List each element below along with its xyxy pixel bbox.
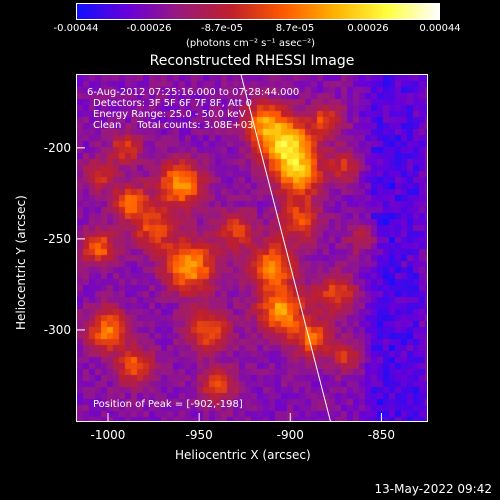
plot-area: 6-Aug-2012 07:25:16.000 to 07:28:44.000 … [76, 74, 428, 422]
colorbar-tick-label: 0.00044 [419, 23, 461, 34]
colorbar-tick-label: -8.7e-05 [201, 23, 243, 34]
solar-limb-line [240, 75, 331, 421]
chart-title: Reconstructed RHESSI Image [149, 53, 355, 69]
y-tick-label: -250 [44, 232, 71, 246]
colorbar-tick-label: 8.7e-05 [275, 23, 315, 34]
y-tick-label: -200 [44, 141, 71, 155]
annotation-time-range: 6-Aug-2012 07:25:16.000 to 07:28:44.000 [87, 87, 300, 98]
colorbar-unit-label: (photons cm⁻² s⁻¹ asec⁻²) [186, 38, 316, 49]
x-tick-label: -850 [368, 428, 395, 442]
colorbar-tick-label: 0.00026 [347, 23, 389, 34]
annotation-energy-range: Energy Range: 25.0 - 50.0 keV [93, 109, 246, 120]
colorbar-tick-label: -0.00026 [126, 23, 172, 34]
heatmap-image [77, 75, 427, 421]
footer-timestamp: 13-May-2022 09:42 [374, 482, 492, 496]
x-tick-label: -1000 [91, 428, 126, 442]
y-tick-label: -300 [44, 323, 71, 337]
x-axis-title: Heliocentric X (arcsec) [175, 448, 311, 462]
plot-overlay [240, 75, 331, 421]
peak-position-label: Position of Peak = [-902,-198] [93, 399, 243, 410]
colorbar-tick-label: -0.00044 [53, 23, 99, 34]
y-axis-title: Heliocentric Y (arcsec) [14, 195, 28, 330]
annotation-detectors: Detectors: 3F 5F 6F 7F 8F, Att 0 [93, 98, 253, 109]
colorbar [76, 3, 440, 20]
x-tick-label: -950 [186, 428, 213, 442]
annotation-clean-counts: Clean Total counts: 3.08E+03 [93, 120, 254, 131]
x-tick-label: -900 [277, 428, 304, 442]
